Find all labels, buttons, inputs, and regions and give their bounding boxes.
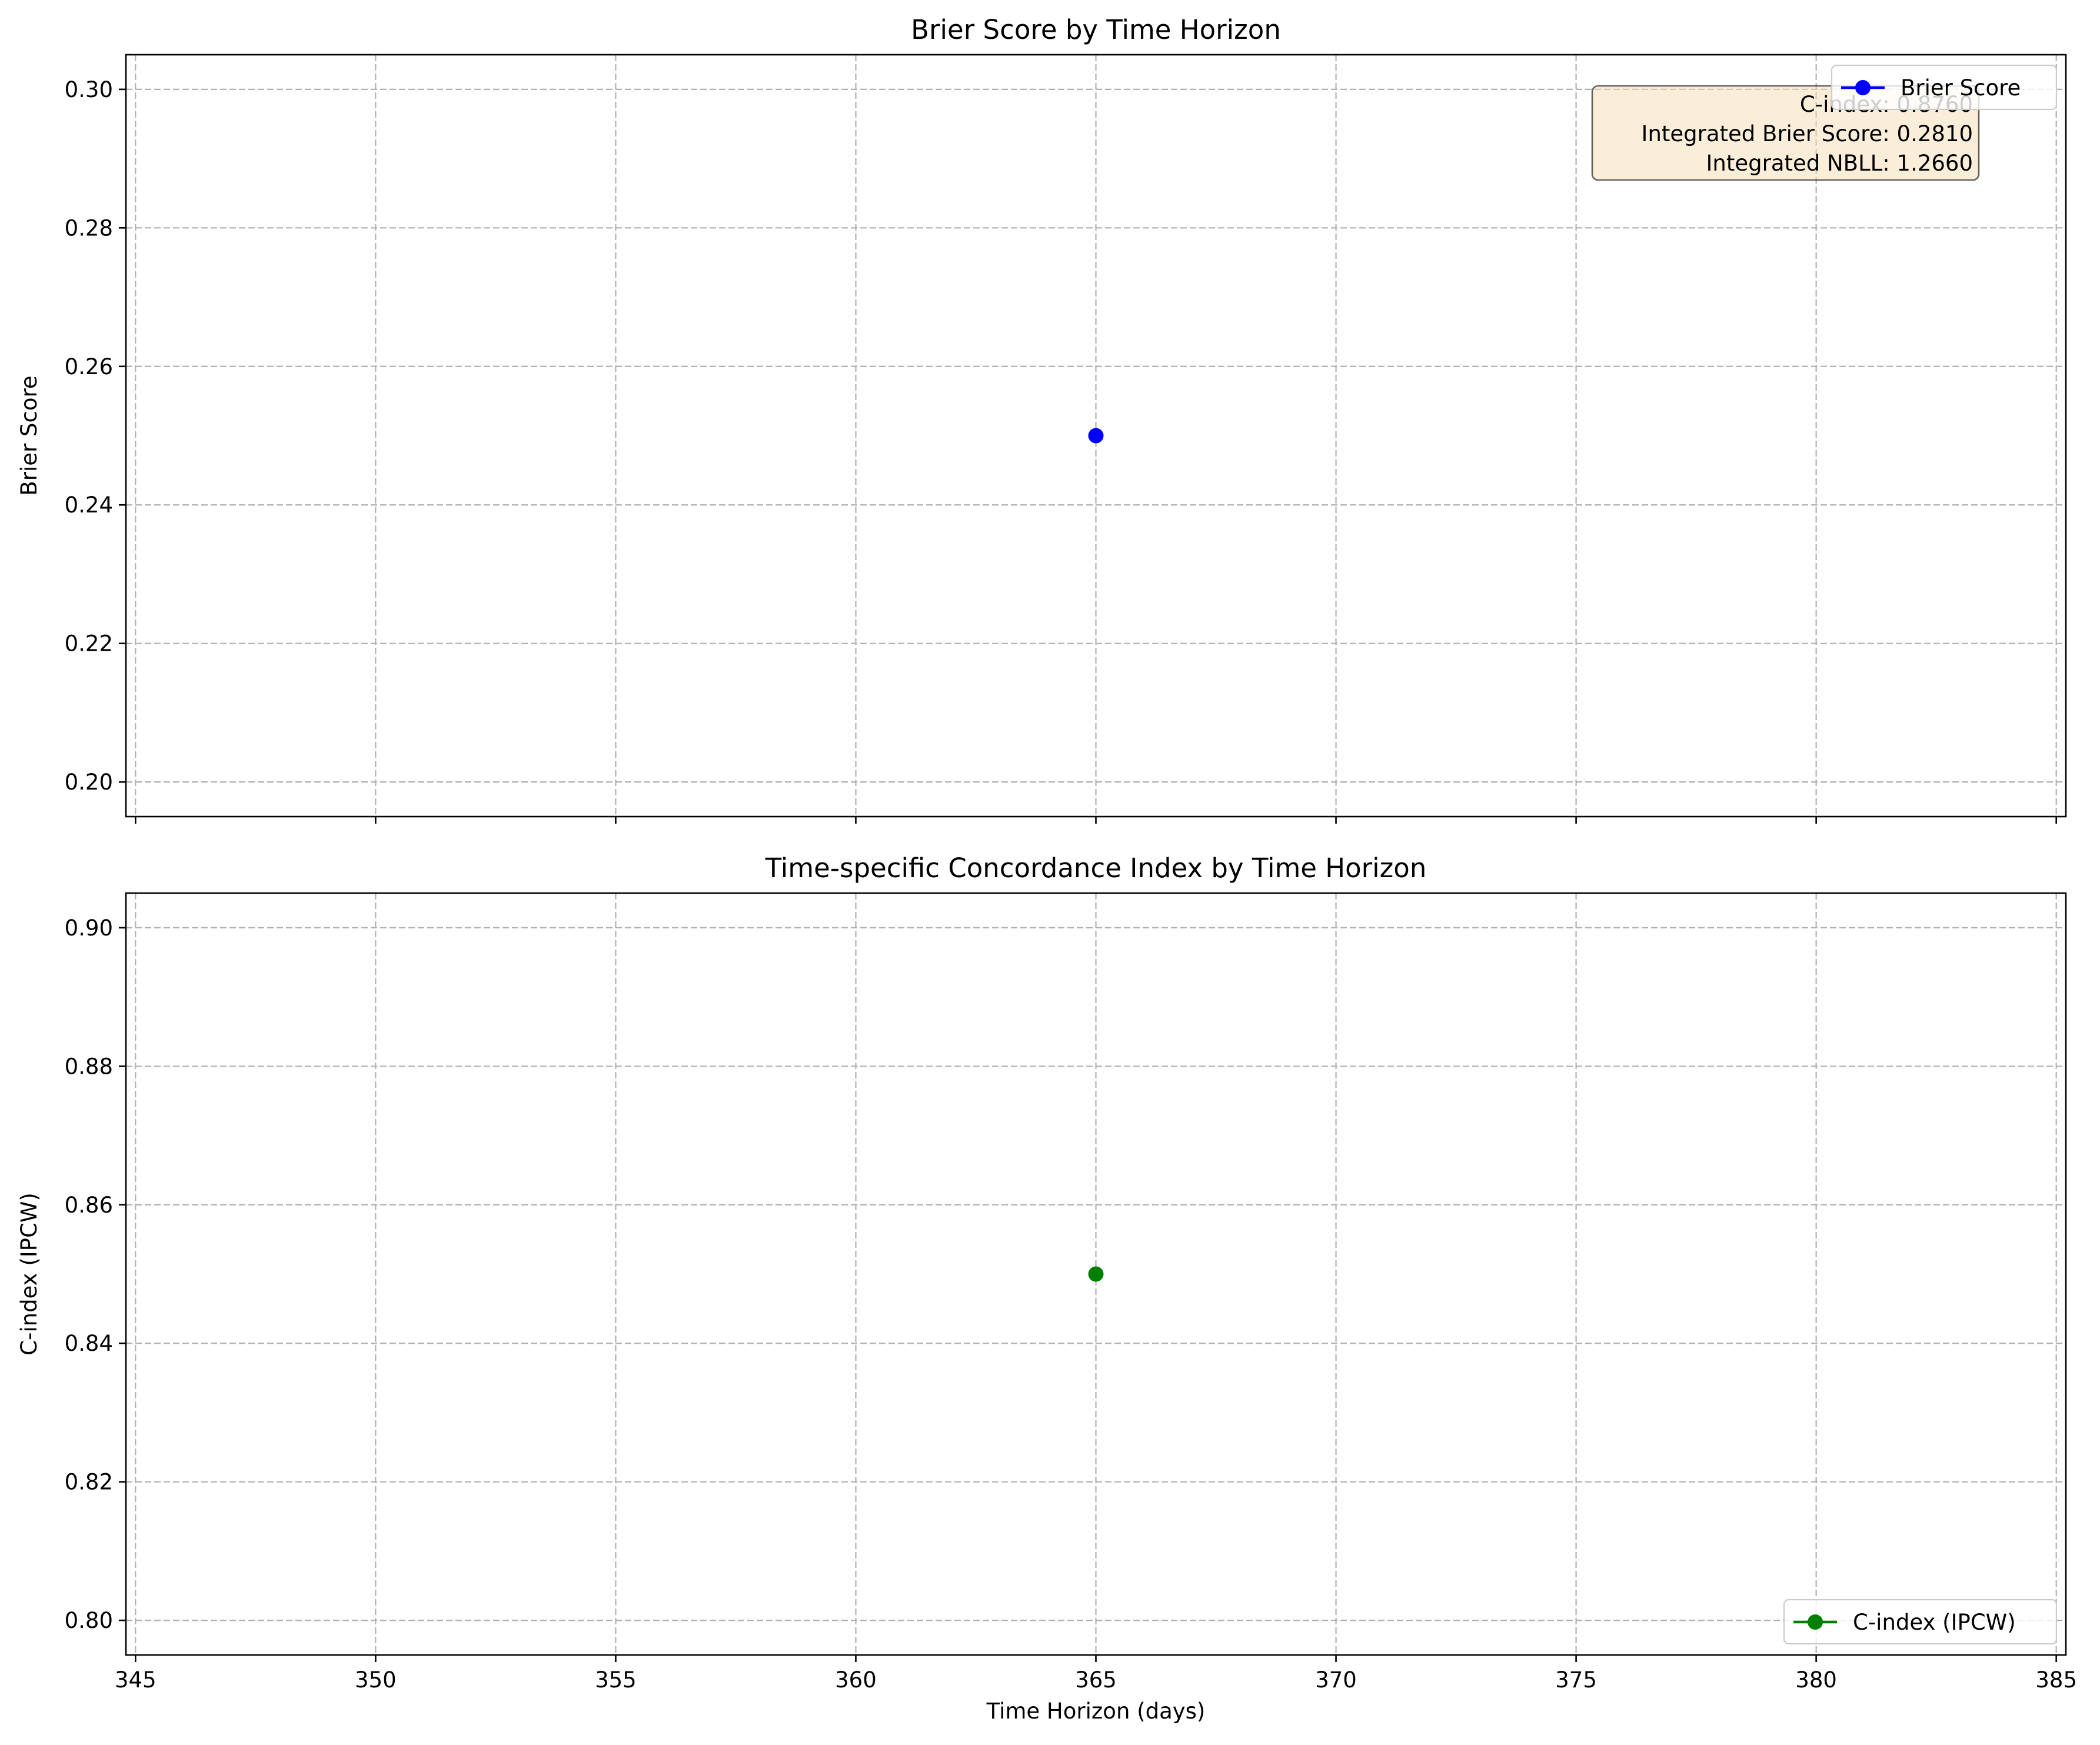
y-tick-label: 0.88 (65, 1054, 113, 1079)
x-tick-label: 350 (355, 1667, 397, 1693)
y-axis-label: C-index (IPCW) (16, 1193, 42, 1356)
annotation-line: Integrated Brier Score: 0.2810 (1642, 121, 1973, 146)
y-tick-label: 0.22 (65, 631, 113, 657)
x-tick-label: 370 (1315, 1667, 1357, 1693)
legend-box (1783, 1599, 2058, 1645)
y-tick-label: 0.86 (65, 1193, 113, 1218)
y-tick-label: 0.26 (65, 354, 113, 379)
x-tick-label: 375 (1555, 1667, 1597, 1693)
annotation-line: Integrated NBLL: 1.2660 (1706, 151, 1973, 176)
y-tick-label: 0.30 (65, 77, 113, 102)
y-tick-label: 0.84 (65, 1331, 113, 1356)
legend: C-index (IPCW) (1783, 1599, 2058, 1645)
x-tick-label: 355 (595, 1667, 637, 1693)
x-tick-label: 365 (1075, 1667, 1117, 1693)
y-tick-label: 0.28 (65, 215, 113, 241)
data-point (1088, 428, 1104, 444)
y-tick-label: 0.82 (65, 1470, 113, 1495)
x-tick-label: 385 (2035, 1667, 2077, 1693)
panel-c-index: 345 350 355 360 365 370 375 380 385 0.80 0.82 0.84 0… (16, 852, 2077, 1724)
y-tick-label: 0.90 (65, 915, 113, 941)
chart-title: Time-specific Concordance Index by Time … (765, 852, 1427, 884)
data-point (1088, 1266, 1104, 1282)
legend-label: Brier Score (1901, 75, 2021, 101)
x-axis-label: Time Horizon (days) (986, 1699, 1206, 1724)
chart-title: Brier Score by Time Horizon (911, 14, 1281, 45)
legend-label: C-index (IPCW) (1853, 1610, 2016, 1635)
y-axis-label: Brier Score (16, 375, 42, 495)
y-tick-label: 0.20 (65, 770, 113, 795)
legend-marker (1855, 80, 1871, 95)
y-tick-label: 0.24 (65, 492, 113, 518)
legend-box (1831, 64, 2058, 111)
panel-brier-score: 0.20 0.22 0.24 0.26 0.28 0.30 Brier Score by T… (16, 14, 2067, 824)
x-tick-label: 380 (1795, 1667, 1837, 1693)
x-tick-label: 345 (115, 1667, 157, 1693)
legend: Brier Score (1831, 64, 2058, 111)
x-tick-label: 360 (835, 1667, 877, 1693)
legend-marker (1808, 1614, 1823, 1630)
y-tick-label: 0.80 (65, 1608, 113, 1633)
